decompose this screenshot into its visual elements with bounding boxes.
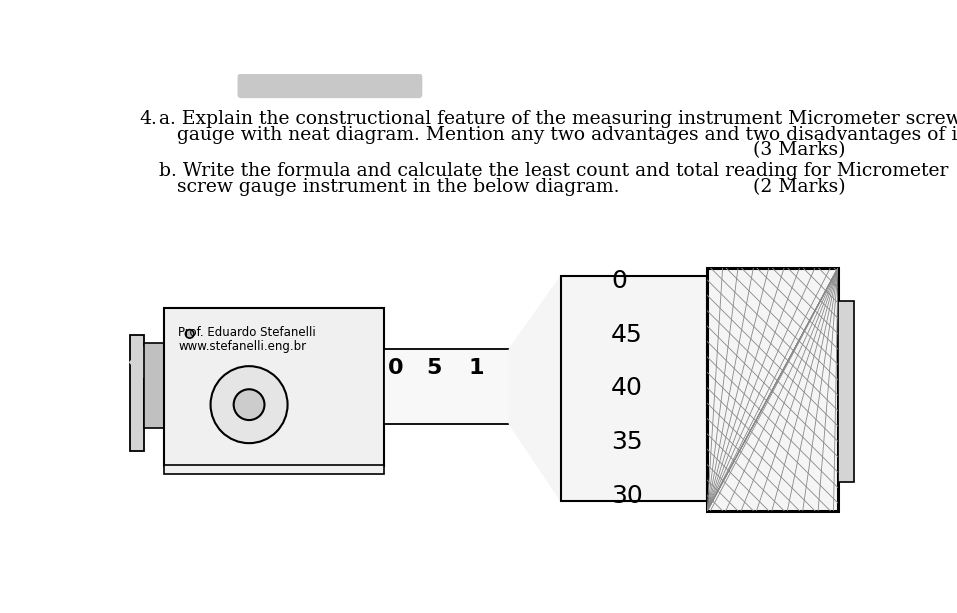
Text: 0: 0 bbox=[611, 268, 627, 292]
FancyBboxPatch shape bbox=[144, 343, 165, 428]
FancyBboxPatch shape bbox=[838, 301, 854, 482]
Circle shape bbox=[211, 366, 287, 443]
Text: 40: 40 bbox=[611, 376, 643, 400]
FancyBboxPatch shape bbox=[130, 335, 144, 451]
Text: 30: 30 bbox=[611, 484, 643, 508]
Text: screw gauge instrument in the below diagram.: screw gauge instrument in the below diag… bbox=[159, 178, 619, 196]
FancyBboxPatch shape bbox=[707, 268, 838, 511]
Text: 45: 45 bbox=[611, 322, 643, 346]
Text: (2 Marks): (2 Marks) bbox=[753, 178, 846, 196]
Text: 0: 0 bbox=[388, 358, 403, 378]
FancyBboxPatch shape bbox=[237, 74, 422, 98]
Text: www.stefanelli.eng.br: www.stefanelli.eng.br bbox=[178, 340, 306, 353]
FancyBboxPatch shape bbox=[165, 465, 384, 474]
FancyBboxPatch shape bbox=[561, 276, 707, 501]
Text: b. Write the formula and calculate the least count and total reading for Microme: b. Write the formula and calculate the l… bbox=[159, 162, 948, 180]
FancyBboxPatch shape bbox=[165, 308, 384, 466]
Polygon shape bbox=[130, 347, 144, 378]
Polygon shape bbox=[509, 276, 561, 501]
Text: Prof. Eduardo Stefanelli: Prof. Eduardo Stefanelli bbox=[178, 326, 316, 339]
Text: 1: 1 bbox=[469, 358, 484, 378]
Text: 5: 5 bbox=[426, 358, 441, 378]
Text: (3 Marks): (3 Marks) bbox=[753, 142, 846, 159]
Circle shape bbox=[234, 389, 264, 420]
Text: gauge with neat diagram. Mention any two advantages and two disadvantages of it.: gauge with neat diagram. Mention any two… bbox=[159, 126, 957, 144]
Text: 35: 35 bbox=[611, 430, 642, 454]
Text: a. Explain the constructional feature of the measuring instrument Micrometer scr: a. Explain the constructional feature of… bbox=[159, 110, 957, 128]
FancyBboxPatch shape bbox=[384, 349, 511, 424]
Text: 4.: 4. bbox=[139, 110, 157, 128]
Circle shape bbox=[186, 330, 194, 338]
